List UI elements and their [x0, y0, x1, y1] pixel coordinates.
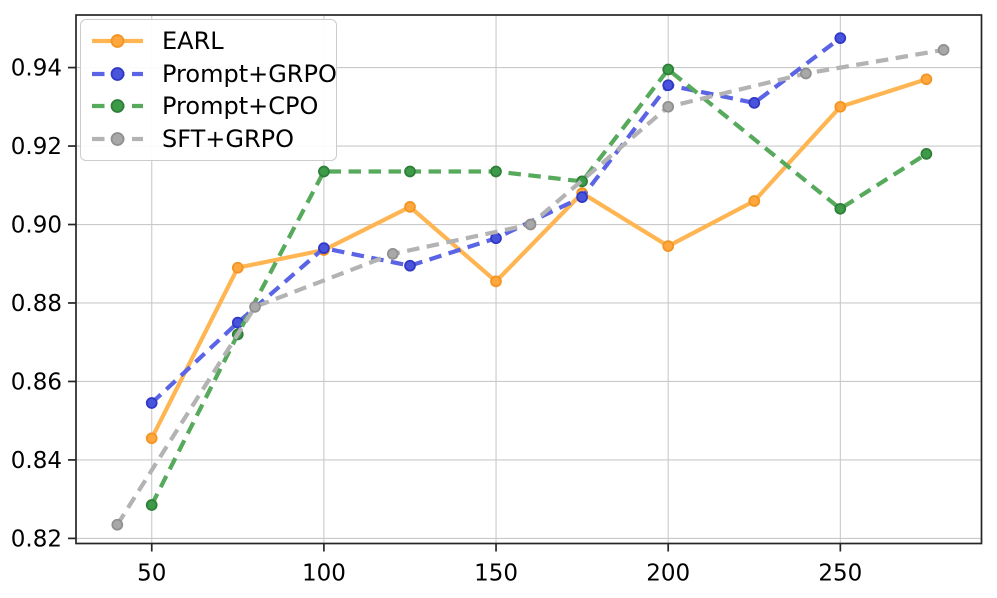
data-point-marker — [662, 63, 675, 76]
y-tick-label: 0.84 — [11, 448, 62, 474]
legend-item-earl: EARL — [86, 25, 326, 58]
data-point-marker — [834, 32, 847, 44]
data-point-marker — [111, 518, 124, 531]
legend-item-prompt-grpo: Prompt+GRPO — [86, 58, 337, 91]
legend-item-prompt-cpo: Prompt+CPO — [86, 90, 326, 123]
x-tick-label: 50 — [137, 561, 166, 587]
data-point-marker — [662, 79, 675, 92]
y-tick-label: 0.92 — [11, 134, 62, 160]
x-tick-label: 250 — [818, 561, 862, 587]
data-point-marker — [748, 97, 761, 109]
y-tick-label: 0.90 — [11, 213, 62, 239]
data-point-marker — [834, 202, 847, 215]
data-point-marker — [937, 44, 950, 56]
data-point-marker — [404, 201, 416, 213]
data-point-marker — [920, 73, 933, 86]
legend-label: EARL — [162, 27, 224, 56]
legend-label: Prompt+GRPO — [162, 59, 337, 88]
x-tick-label: 150 — [474, 561, 518, 587]
data-point-marker — [145, 432, 158, 445]
data-point-marker — [318, 165, 330, 178]
data-point-marker — [662, 240, 675, 252]
data-point-marker — [231, 261, 244, 274]
legend: EARL Prompt+GRPO Prompt+CPO SFT+GRPO — [80, 19, 337, 161]
data-point-marker — [145, 499, 158, 511]
legend-sample-line — [92, 99, 143, 114]
data-point-marker — [834, 100, 847, 113]
data-point-marker — [318, 242, 330, 254]
data-point-marker — [145, 397, 158, 409]
data-point-marker — [490, 165, 502, 178]
x-tick-label: 200 — [646, 561, 690, 587]
legend-sample-line — [92, 34, 143, 49]
data-point-marker — [249, 301, 261, 313]
data-point-marker — [404, 165, 416, 178]
data-point-marker — [490, 275, 502, 288]
legend-item-sft-grpo: SFT+GRPO — [86, 123, 326, 156]
y-tick-label: 0.86 — [11, 369, 62, 395]
x-tick-label: 100 — [302, 561, 346, 587]
data-point-marker — [576, 191, 588, 203]
data-point-marker — [662, 100, 675, 113]
y-tick-label: 0.88 — [11, 291, 62, 317]
legend-sample-line — [92, 131, 143, 146]
series-line-earl — [149, 77, 928, 440]
legend-label: Prompt+CPO — [162, 92, 319, 121]
data-point-marker — [404, 259, 416, 272]
legend-label: SFT+GRPO — [162, 124, 295, 153]
plot-border — [75, 14, 983, 545]
legend-sample-line — [92, 66, 143, 81]
y-tick-label: 0.82 — [11, 526, 62, 552]
data-point-marker — [386, 248, 399, 260]
data-point-marker — [748, 195, 761, 207]
data-point-marker — [920, 148, 933, 160]
data-point-marker — [524, 218, 537, 231]
data-point-marker — [800, 67, 812, 80]
y-tick-label: 0.94 — [11, 56, 62, 82]
